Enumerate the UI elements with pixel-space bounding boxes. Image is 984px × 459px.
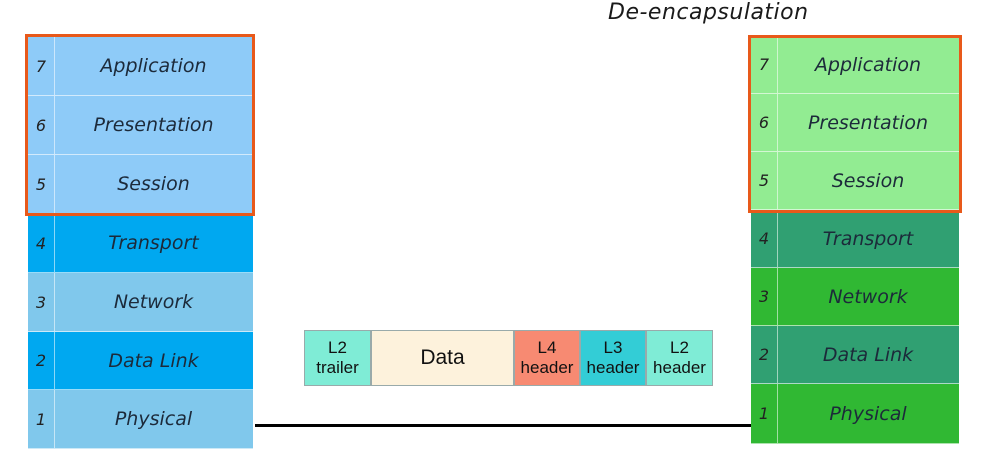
layer-number: 1 [751,384,778,443]
layer-name: Application [814,53,922,76]
layer-number: 5 [28,155,55,213]
frame-cell-label: L3 [603,338,623,357]
frame-cell-sublabel: trailer [316,358,359,377]
layer-number: 6 [751,94,778,151]
layer-name: Presentation [93,114,214,136]
layer-name: Presentation [807,111,929,134]
right-upper-layers-highlight [748,35,962,213]
osi-layer-session: 5 Session [28,155,253,214]
layer-number: 3 [28,273,55,331]
frame-pdu: L2 trailer Data L4 header L3 header L2 header [304,330,713,386]
layer-name: Network [113,291,194,313]
osi-layer-data-link: 2 Data Link [751,326,959,384]
frame-cell-data: Data [371,330,514,386]
layer-number: 7 [28,37,55,95]
osi-layer-network: 3 Network [751,268,959,326]
layer-name: Application [100,55,207,77]
osi-layer-network: 3 Network [28,273,253,332]
layer-number: 2 [751,326,778,383]
osi-layer-data-link: 2 Data Link [28,332,253,390]
left-osi-stack: 7 Application 6 Presentation 5 Session 4 Transp… [28,37,253,449]
frame-cell-sublabel: header [653,358,706,377]
layer-number: 4 [751,210,778,267]
frame-cell-sublabel: header [520,358,574,377]
frame-cell-label: Data [420,346,465,369]
frame-cell-label: L4 [537,338,557,357]
right-osi-stack: 7 Application 6 Presentation 5 Session 4 Transp… [751,36,959,444]
diagram-title: De-encapsulation [608,0,809,25]
frame-cell-l4-header: L4 header [514,330,580,386]
layer-name: Session [117,173,190,195]
physical-medium-line [255,424,751,427]
frame-cell-label: L2 [328,338,347,357]
layer-number: 3 [751,268,778,325]
layer-name: Network [828,285,908,308]
osi-layer-transport: 4 Transport [28,214,253,273]
frame-cell-l2-header: L2 header [646,330,713,386]
frame-cell-sublabel: header [586,358,640,377]
osi-layer-application: 7 Application [751,36,959,94]
osi-layer-presentation: 6 Presentation [28,96,253,155]
layer-name: Transport [822,227,914,250]
osi-layer-physical: 1 Physical [28,390,253,449]
osi-layer-application: 7 Application [28,37,253,96]
layer-name: Data Link [822,343,914,366]
layer-name: Physical [114,408,193,430]
frame-cell-label: L2 [670,338,689,357]
left-upper-layers-highlight [25,34,255,216]
layer-number: 2 [28,332,55,389]
frame-cell-l2-trailer: L2 trailer [304,330,371,386]
layer-name: Physical [829,402,907,425]
layer-number: 4 [28,214,55,272]
layer-name: Session [831,169,905,192]
osi-layer-session: 5 Session [751,152,959,210]
osi-layer-transport: 4 Transport [751,210,959,268]
layer-number: 5 [751,152,778,209]
frame-cell-l3-header: L3 header [580,330,646,386]
osi-layer-presentation: 6 Presentation [751,94,959,152]
layer-number: 1 [28,390,55,448]
osi-layer-physical: 1 Physical [751,384,959,444]
layer-number: 7 [751,36,778,93]
layer-name: Transport [108,232,199,254]
layer-name: Data Link [108,349,199,372]
layer-number: 6 [28,96,55,154]
